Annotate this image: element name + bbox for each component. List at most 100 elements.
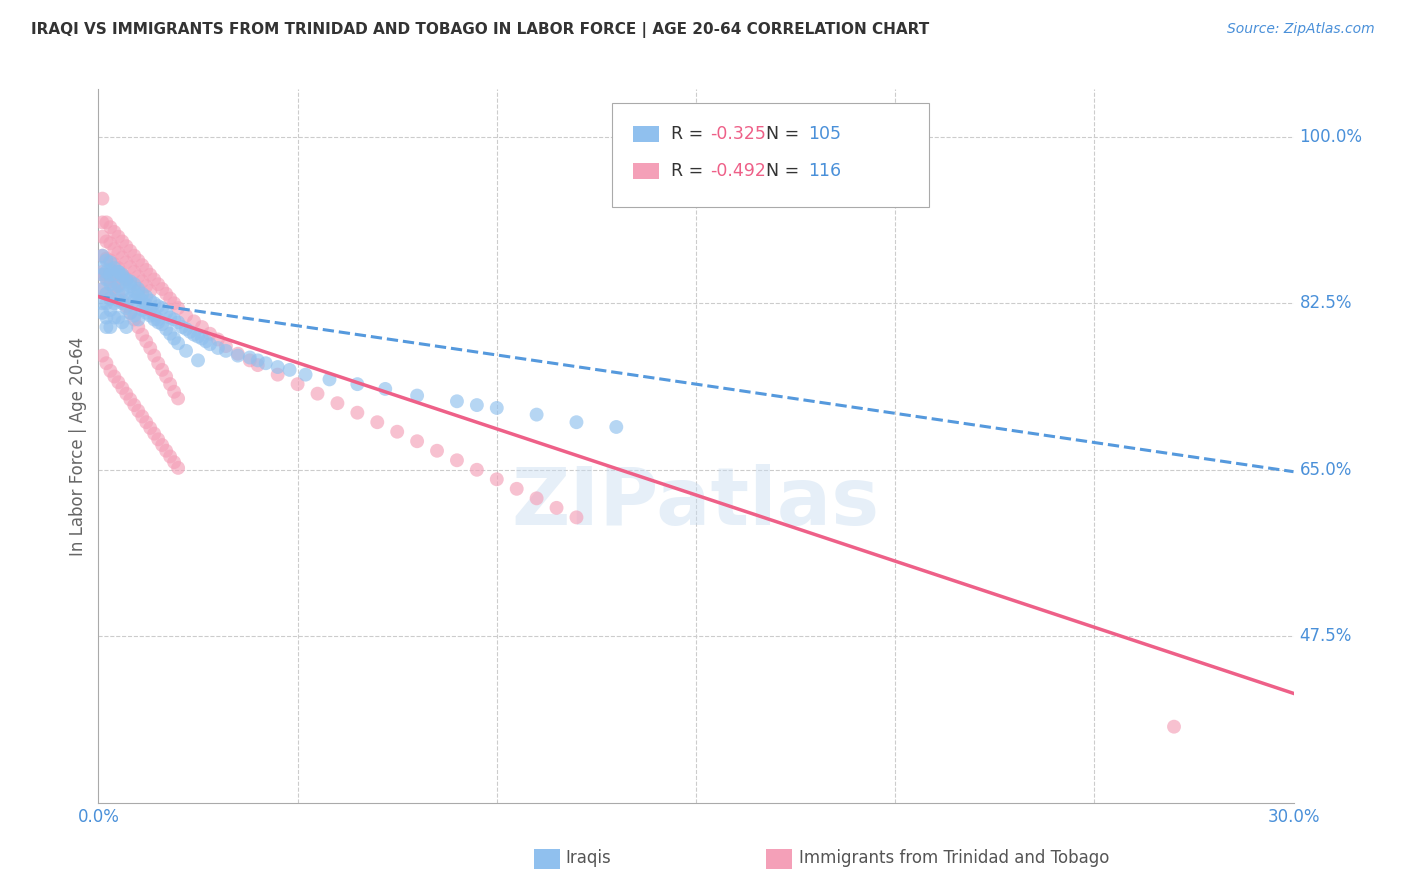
Point [135, 263, 157, 277]
Point [254, 356, 277, 370]
Point [148, 356, 170, 370]
Point [155, 322, 177, 336]
Point [565, 510, 588, 524]
Point [98, 253, 122, 268]
Point [159, 310, 181, 325]
Point [91, 349, 114, 363]
Point [226, 349, 249, 363]
Point [111, 268, 134, 282]
Point [139, 284, 162, 298]
Point [506, 482, 529, 496]
Point [385, 425, 409, 439]
Point [124, 312, 146, 326]
Point [346, 406, 368, 420]
Point [183, 327, 205, 342]
Point [135, 334, 157, 349]
Point [318, 372, 340, 386]
Point [103, 261, 125, 276]
Point [91, 249, 114, 263]
Point [98, 236, 122, 251]
Point [406, 434, 429, 449]
Point [107, 293, 129, 308]
Point [103, 280, 125, 294]
Point [124, 265, 146, 279]
Point [111, 269, 134, 284]
Point [195, 334, 218, 349]
Point [148, 312, 170, 326]
Point [111, 315, 134, 329]
Point [91, 268, 114, 282]
Point [135, 306, 157, 320]
Point [150, 363, 173, 377]
Point [111, 381, 134, 395]
Point [107, 310, 129, 325]
Point [96, 268, 118, 282]
Point [191, 331, 214, 345]
Point [239, 351, 262, 365]
Point [131, 409, 153, 424]
Point [605, 420, 627, 434]
Point [96, 252, 118, 266]
Point [120, 260, 142, 274]
Point [115, 286, 138, 301]
Point [131, 293, 153, 308]
Point [139, 341, 162, 355]
Point [111, 268, 134, 282]
FancyBboxPatch shape [633, 163, 659, 179]
Text: 82.5%: 82.5% [1299, 294, 1353, 312]
Point [98, 268, 122, 282]
Point [131, 302, 153, 317]
Point [239, 353, 262, 368]
Point [187, 353, 209, 368]
Point [107, 229, 129, 244]
Point [446, 453, 468, 467]
Point [98, 274, 122, 288]
Point [115, 320, 138, 334]
Point [143, 272, 166, 286]
Point [215, 339, 238, 353]
Point [465, 398, 488, 412]
Point [143, 349, 166, 363]
Point [159, 377, 181, 392]
Point [174, 343, 197, 358]
Point [139, 293, 162, 308]
Point [143, 296, 166, 310]
Text: R =: R = [671, 125, 709, 143]
Point [91, 265, 114, 279]
Point [159, 292, 181, 306]
Point [115, 239, 138, 253]
Point [98, 277, 122, 292]
Point [127, 404, 149, 418]
Point [91, 229, 114, 244]
Point [124, 309, 146, 323]
Point [96, 286, 118, 301]
Point [143, 308, 166, 322]
Point [91, 268, 114, 282]
Point [150, 282, 173, 296]
Point [159, 326, 181, 341]
Point [91, 192, 114, 206]
Point [139, 421, 162, 435]
FancyBboxPatch shape [613, 103, 929, 207]
Point [115, 271, 138, 285]
Point [183, 314, 205, 328]
Point [120, 292, 142, 306]
Point [120, 306, 142, 320]
Point [103, 274, 125, 288]
Point [406, 388, 429, 402]
Text: R =: R = [671, 162, 709, 180]
Point [485, 401, 508, 415]
Text: N =: N = [766, 162, 806, 180]
Point [163, 296, 186, 310]
Point [172, 320, 194, 334]
Point [167, 336, 190, 351]
Point [135, 279, 157, 293]
Point [174, 322, 197, 336]
Point [111, 296, 134, 310]
Point [226, 347, 249, 361]
Point [148, 433, 170, 447]
Point [326, 396, 349, 410]
Point [150, 438, 173, 452]
Point [143, 312, 166, 326]
Point [167, 392, 190, 406]
